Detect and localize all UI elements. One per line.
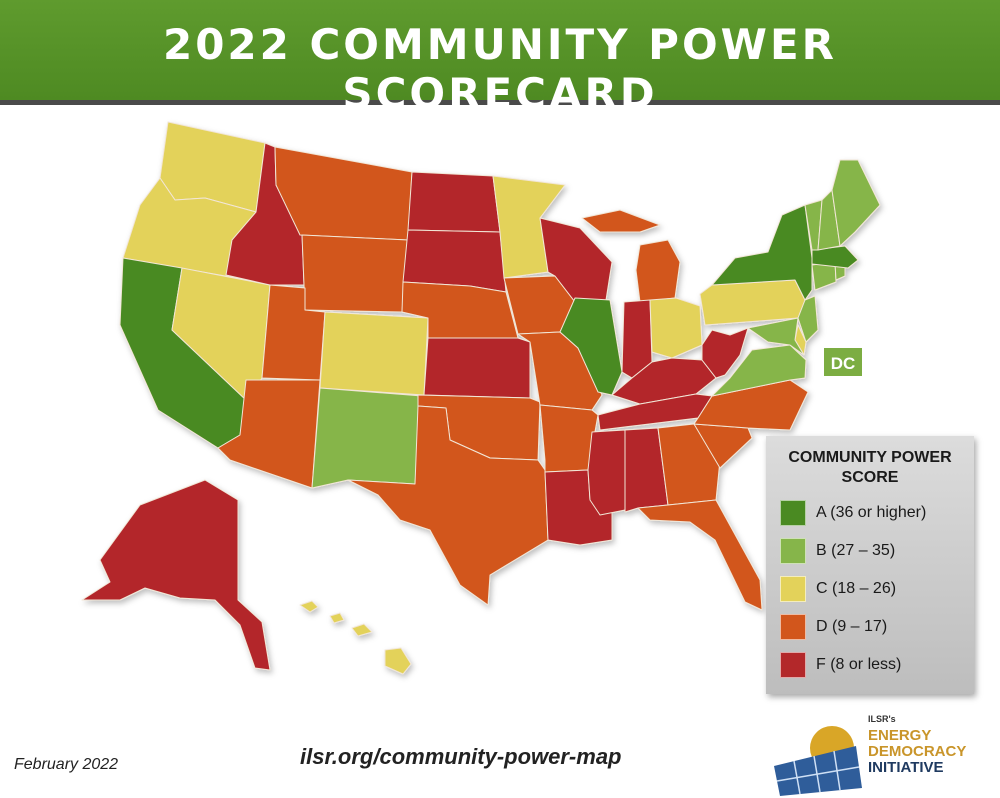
legend-swatch-d [780,614,806,640]
state-WY[interactable] [301,234,409,313]
state-FL[interactable] [637,499,763,611]
legend-item-f: F (8 or less) [780,650,901,680]
state-ND[interactable] [407,171,501,233]
legend-swatch-c [780,576,806,602]
legend-label-f: F (8 or less) [816,656,902,673]
state-AK[interactable] [81,479,271,671]
state-MS[interactable] [587,429,626,516]
footer-url-link[interactable]: ilsr.org/community-power-map [300,744,622,769]
state-TX[interactable] [347,405,549,606]
legend-box: COMMUNITY POWER SCORE A (36 or higher) B… [766,436,974,694]
energy-democracy-logo: ILSR's ENERGY DEMOCRACY INITIATIVE [770,712,1000,797]
title-banner: 2022 COMMUNITY POWER SCORECARD [0,0,1000,118]
state-ME[interactable] [831,159,881,247]
legend-swatch-b [780,538,806,564]
state-OH[interactable] [649,297,703,359]
state-MA[interactable] [811,245,859,269]
legend-swatch-a [780,500,806,526]
state-VA[interactable] [711,344,807,397]
legend-item-d: D (9 – 17) [780,612,887,642]
state-MD[interactable] [747,317,805,356]
legend-item-b: B (27 – 35) [780,536,895,566]
legend-title: COMMUNITY POWER SCORE [766,448,974,488]
state-PA[interactable] [699,279,806,326]
state-CO[interactable] [319,311,429,396]
legend-label-d: D (9 – 17) [816,618,888,635]
state-WV[interactable] [701,327,749,379]
state-NY[interactable] [711,204,813,301]
state-AZ[interactable] [217,379,321,489]
legend-swatch-f [780,652,806,678]
footer-date: February 2022 [14,756,119,773]
state-WA[interactable] [159,121,266,213]
legend-title-line2: SCORE [841,469,899,486]
page-title: 2022 COMMUNITY POWER SCORECARD [162,20,838,118]
state-NM[interactable] [311,387,423,489]
state-GA[interactable] [657,423,721,506]
legend-item-a: A (36 or higher) [780,498,926,528]
legend-label-b: B (27 – 35) [816,542,896,559]
state-IL[interactable] [559,297,623,396]
state-NJ[interactable] [797,295,819,343]
dc-label: DC [822,346,864,378]
logo-line-initiative: INITIATIVE [868,759,944,776]
state-HI[interactable] [299,600,412,675]
legend-label-c: C (18 – 26) [816,580,897,597]
legend-item-c: C (18 – 26) [780,574,896,604]
legend-title-line1: COMMUNITY POWER [788,449,952,466]
logo-org: ILSR's [868,714,896,724]
us-map [81,121,881,675]
state-KS[interactable] [423,337,531,399]
legend-label-a: A (36 or higher) [816,504,927,521]
state-MT[interactable] [274,146,413,241]
solar-panel-icon [774,726,862,796]
logo-line-energy: ENERGY [868,727,932,744]
logo-line-democracy: DEMOCRACY [868,743,967,760]
